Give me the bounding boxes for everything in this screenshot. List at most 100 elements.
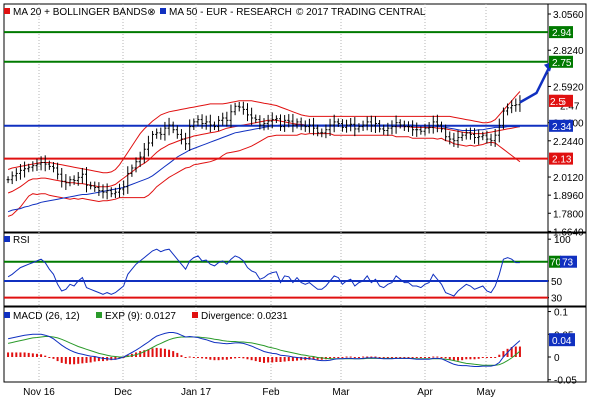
macd-histogram-bar bbox=[287, 357, 290, 362]
macd-histogram-bar bbox=[254, 357, 257, 362]
x-axis: Nov 16 Dec Jan 17 Feb Mar Apr May bbox=[23, 387, 495, 398]
macd-histogram-bar bbox=[68, 357, 71, 365]
level-tag-label-2.94: 2.94 bbox=[552, 28, 572, 39]
macd-histogram-bar bbox=[209, 357, 212, 360]
macd-histogram-bar bbox=[477, 357, 480, 359]
level-tag-2.34 bbox=[549, 119, 573, 132]
x-tick-label: May bbox=[477, 387, 496, 398]
copyright-label: © 2017 TRADING CENTRAL bbox=[296, 7, 426, 18]
macd-histogram-bar bbox=[246, 357, 249, 360]
macd-histogram-bar bbox=[180, 355, 183, 357]
macd-histogram-bar bbox=[102, 357, 105, 362]
x-tick-label: Jan 17 bbox=[181, 387, 211, 398]
macd-histogram-bar bbox=[176, 352, 179, 357]
macd-histogram-bar bbox=[163, 348, 166, 357]
macd-histogram-bar bbox=[44, 355, 47, 357]
macd-histogram-bar bbox=[498, 354, 501, 357]
macd-histogram-bar bbox=[258, 357, 261, 362]
macd-histogram-bar bbox=[155, 347, 158, 357]
macd-histogram-bar bbox=[7, 352, 10, 357]
macd-histogram-bar bbox=[494, 357, 497, 358]
price-axis: 3.05602.82402.59202.36002.24402.01201.89… bbox=[548, 10, 584, 238]
price-tick-label: 1.8960 bbox=[553, 191, 584, 202]
price-tick-label: 2.2440 bbox=[553, 137, 584, 148]
macd-histogram-bar bbox=[188, 356, 191, 358]
macd-histogram-bar bbox=[234, 357, 237, 359]
macd-histogram-bar bbox=[366, 356, 369, 358]
macd-histogram-bar bbox=[510, 347, 513, 357]
macd-histogram-bar bbox=[473, 357, 476, 360]
rsi-title: RSI bbox=[13, 235, 30, 246]
macd-histogram-bar bbox=[242, 357, 245, 359]
macd-histogram-bar bbox=[271, 357, 274, 363]
macd-histogram-bar bbox=[229, 357, 232, 359]
price-legend: MA 20 + BOLLINGER BANDS⊗ MA 50 - EUR - R… bbox=[4, 7, 426, 18]
macd-histogram-bar bbox=[15, 352, 18, 357]
macd-histogram-bar bbox=[440, 357, 443, 358]
macd-tick-label: 0.1 bbox=[554, 308, 568, 319]
macd-lines bbox=[7, 332, 521, 367]
macd-histogram-bar bbox=[469, 357, 472, 360]
macd-histogram-bar bbox=[461, 357, 464, 361]
level-tag-label-2.34: 2.34 bbox=[552, 122, 572, 133]
rsi-30-bg bbox=[549, 291, 565, 304]
macd-histogram-bar bbox=[85, 357, 88, 363]
x-tick-label: Nov 16 bbox=[23, 387, 55, 398]
macd-histogram-bar bbox=[316, 357, 319, 360]
macd-histogram-bar bbox=[114, 357, 117, 360]
macd-histogram-bar bbox=[172, 351, 175, 357]
macd-histogram-bar bbox=[205, 357, 208, 359]
macd-histogram-bar bbox=[485, 357, 488, 358]
macd-histogram-bar bbox=[196, 357, 199, 358]
macd-histogram-bar bbox=[514, 346, 517, 357]
macd-legend-swatch bbox=[192, 312, 198, 318]
rsi-line bbox=[7, 248, 520, 297]
rsi-50-label: 50 bbox=[551, 277, 563, 288]
macd-histogram-bar bbox=[147, 349, 150, 357]
price-tick-label: 2.0120 bbox=[553, 173, 584, 184]
macd-histogram-bar bbox=[457, 357, 460, 361]
level-tag-label-2.75: 2.75 bbox=[552, 58, 572, 69]
x-tick-label: Apr bbox=[417, 387, 433, 398]
macd-histogram-bar bbox=[48, 357, 51, 358]
grid-lines bbox=[38, 4, 487, 382]
macd-histogram-bar bbox=[139, 351, 142, 357]
macd-histogram-bar bbox=[27, 352, 30, 357]
macd-histogram-bar bbox=[452, 357, 455, 361]
macd-histogram-bar bbox=[378, 357, 381, 358]
macd-histogram-bar bbox=[35, 353, 38, 357]
bollinger-lower-line bbox=[7, 133, 521, 217]
macd-histogram-bar bbox=[184, 357, 187, 358]
macd-histogram-bar bbox=[415, 357, 418, 358]
macd-histogram-bar bbox=[275, 357, 278, 362]
macd-current-tag bbox=[549, 333, 575, 347]
x-tick-label: Mar bbox=[332, 387, 350, 398]
forecast-arrow-shaft bbox=[519, 67, 551, 104]
ma20-legend-label: MA 20 + BOLLINGER BANDS⊗ bbox=[13, 7, 156, 18]
price-tick-label: 3.0560 bbox=[553, 10, 584, 21]
rsi-current-tag-label: 73 bbox=[562, 258, 574, 269]
price-level-tags: 2.942.752.52.342.132.5 bbox=[549, 26, 573, 166]
macd-histogram-bar bbox=[143, 350, 146, 357]
macd-histogram-bar bbox=[283, 357, 286, 362]
macd-legend-label: Divergence: 0.0231 bbox=[201, 311, 288, 322]
rsi-30-label: 30 bbox=[551, 294, 563, 305]
macd-histogram-bar bbox=[151, 348, 154, 357]
macd-histogram-bar bbox=[60, 357, 63, 363]
price-levels bbox=[4, 31, 548, 160]
macd-histogram-bar bbox=[291, 357, 294, 362]
macd-legend: MACD (26, 12) EXP (9): 0.0127 Divergence: … bbox=[4, 311, 288, 322]
rsi-level-tag-label-70: 70 bbox=[550, 258, 562, 269]
macd-histogram-bar bbox=[329, 357, 332, 359]
rsi-series-line bbox=[7, 248, 520, 297]
macd-histogram-bar bbox=[337, 357, 340, 358]
price-tick-label: 2.8240 bbox=[553, 46, 584, 57]
price-bars bbox=[6, 95, 522, 200]
rsi-level-tag-70 bbox=[549, 255, 561, 268]
macd-histogram-bar bbox=[217, 357, 220, 361]
macd-histogram-bar bbox=[221, 357, 224, 360]
macd-histogram-bar bbox=[465, 357, 468, 360]
level-tag-front-2.5 bbox=[549, 94, 563, 107]
macd-tags: 0.04 bbox=[549, 333, 575, 347]
macd-histogram-bar bbox=[81, 357, 84, 364]
